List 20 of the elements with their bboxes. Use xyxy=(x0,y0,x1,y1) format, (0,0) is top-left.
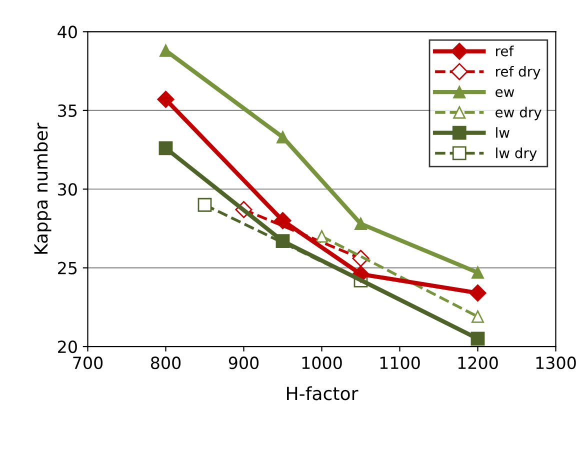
y-tick-label: 20 xyxy=(58,340,77,354)
x-axis-title: H-factor xyxy=(287,386,358,400)
y-tick-label: 25 xyxy=(58,262,77,274)
y-tick-label: 35 xyxy=(58,104,77,117)
x-tick-label: 900 xyxy=(228,356,259,370)
y-axis-title: Kappa number xyxy=(34,122,52,254)
x-tick-label: 800 xyxy=(150,356,181,370)
legend-label: lw xyxy=(496,127,510,138)
legend-label: lw dry xyxy=(496,148,537,161)
x-tick-label: 700 xyxy=(73,356,103,370)
legend-label: ew xyxy=(496,89,514,98)
y-tick-label: 30 xyxy=(58,183,77,196)
y-tick-label: 40 xyxy=(58,26,77,38)
x-tick-label: 1200 xyxy=(458,356,498,370)
x-tick-label: 1000 xyxy=(302,356,342,370)
x-tick-label: 1100 xyxy=(380,356,420,370)
legend-label: ew dry xyxy=(496,106,542,120)
legend-label: ref dry xyxy=(496,66,540,80)
x-tick-label: 1300 xyxy=(536,356,576,370)
legend-label: ref xyxy=(496,46,514,56)
